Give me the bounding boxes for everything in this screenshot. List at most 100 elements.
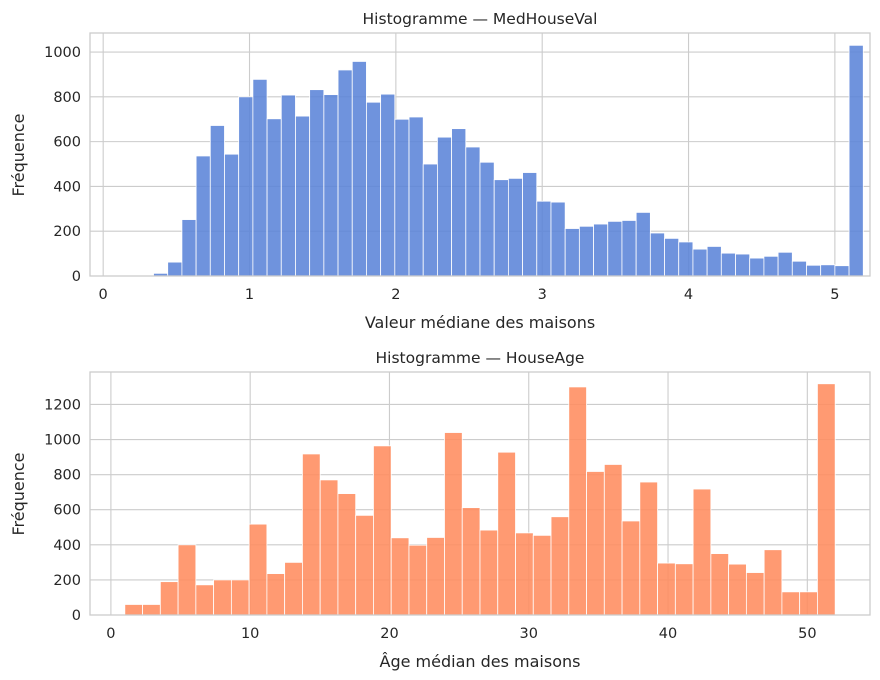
chart-title: Histogramme — HouseAge — [376, 349, 585, 367]
histogram-bar — [390, 537, 410, 616]
y-tick-label: 0 — [72, 269, 81, 285]
x-tick-label: 5 — [830, 287, 839, 303]
histogram-bar — [461, 507, 481, 616]
histogram-bar — [497, 451, 516, 616]
histogram-bar — [781, 591, 801, 616]
x-axis-label: Âge médian des maisons — [380, 652, 581, 671]
histogram-bar — [142, 604, 161, 616]
histogram-bar — [817, 383, 836, 616]
histogram-bar — [177, 544, 197, 616]
y-tick-label: 800 — [53, 468, 81, 484]
histogram-bar — [437, 136, 453, 277]
x-tick-label: 2 — [391, 287, 400, 303]
histogram-bar — [337, 493, 357, 616]
y-tick-label: 200 — [53, 224, 81, 240]
y-tick-label: 600 — [53, 503, 81, 519]
histogram-bar — [621, 520, 641, 616]
y-tick-label: 0 — [72, 608, 81, 624]
histogram-bar — [426, 537, 445, 616]
histogram-bar — [209, 125, 225, 277]
histogram-bar — [706, 246, 722, 277]
bars — [124, 44, 864, 277]
x-tick-label: 10 — [241, 626, 259, 642]
histogram-bar — [728, 563, 747, 616]
histogram-bar — [493, 179, 509, 277]
histogram-bar — [735, 253, 751, 277]
x-tick-label: 1 — [245, 287, 254, 303]
histogram-bar — [195, 155, 211, 277]
histogram-bar — [749, 257, 765, 277]
histogram-bar — [408, 116, 424, 277]
y-tick-label: 400 — [53, 538, 81, 554]
histogram-bar — [319, 479, 339, 616]
histogram-bar — [337, 69, 353, 277]
x-axis-label: Valeur médiane des maisons — [365, 313, 595, 332]
histogram-bar — [674, 563, 694, 616]
histogram-bar — [692, 248, 708, 277]
histogram-bar — [791, 260, 807, 277]
histogram-bar — [763, 255, 779, 277]
histogram-bar — [635, 211, 651, 277]
histogram-bar — [181, 219, 197, 277]
histogram-bar — [195, 584, 215, 616]
histogram-bar — [777, 251, 793, 277]
bars — [124, 383, 836, 616]
histogram-bar — [593, 223, 609, 277]
y-tick-label: 400 — [53, 179, 81, 195]
histogram-bar — [568, 386, 587, 616]
x-tick-label: 50 — [798, 626, 816, 642]
histogram-bar — [422, 163, 438, 277]
histogram-bar — [284, 561, 303, 616]
tick-labels: 0 1 2 3 4 5 0 200 400 600 800 1000 — [44, 45, 839, 303]
histogram-bar — [536, 200, 552, 277]
histogram-bar — [479, 529, 499, 616]
x-tick-label: 0 — [99, 287, 108, 303]
x-tick-label: 40 — [659, 626, 677, 642]
histogram-bar — [507, 177, 523, 277]
y-tick-label: 1000 — [44, 45, 81, 61]
histogram-bar — [745, 572, 765, 616]
histogram-bar — [806, 264, 822, 277]
histogram-bar — [564, 228, 580, 277]
histogram-bar — [848, 44, 864, 277]
x-tick-label: 4 — [684, 287, 693, 303]
histogram-bar — [763, 549, 783, 616]
histogram-bar — [465, 146, 481, 277]
histogram-bar — [323, 94, 339, 277]
histogram-bar — [355, 514, 374, 616]
histogram-bar — [550, 516, 570, 616]
histogram-bar — [124, 604, 143, 616]
histogram-bar — [720, 252, 736, 277]
histogram-bar — [373, 445, 392, 616]
histogram-bar — [444, 432, 463, 616]
histogram-bar — [607, 220, 623, 277]
y-axis-label: Fréquence — [9, 113, 28, 196]
histogram-bar — [230, 579, 250, 616]
chart-title: Histogramme — MedHouseVal — [363, 10, 598, 28]
plot-frame — [89, 371, 871, 616]
histogram-bar — [394, 118, 410, 277]
histogram-bar — [309, 89, 325, 277]
histogram-bar — [664, 237, 680, 277]
histogram-bar — [649, 232, 665, 277]
histogram-bar — [248, 523, 268, 616]
y-tick-label: 200 — [53, 573, 81, 589]
x-tick-label: 20 — [380, 626, 398, 642]
x-tick-label: 0 — [106, 626, 115, 642]
histogram-bar — [238, 96, 254, 277]
histogram-bar — [295, 115, 311, 277]
histogram-medhouseval: Histogramme — MedHouseVal 0 1 2 3 4 5 0 200 400 6… — [9, 10, 871, 332]
histogram-bar — [266, 573, 286, 616]
y-axis-label: Fréquence — [9, 452, 28, 535]
histogram-bar — [366, 101, 382, 277]
histogram-bar — [252, 78, 268, 277]
y-tick-label: 1200 — [44, 397, 81, 413]
histogram-bar — [799, 591, 818, 616]
histogram-bar — [657, 562, 676, 616]
histogram-bar — [692, 488, 712, 616]
histogram-bar — [280, 94, 296, 277]
histogram-bar — [351, 61, 367, 277]
histogram-bar — [266, 118, 282, 277]
histogram-bar — [621, 220, 637, 277]
